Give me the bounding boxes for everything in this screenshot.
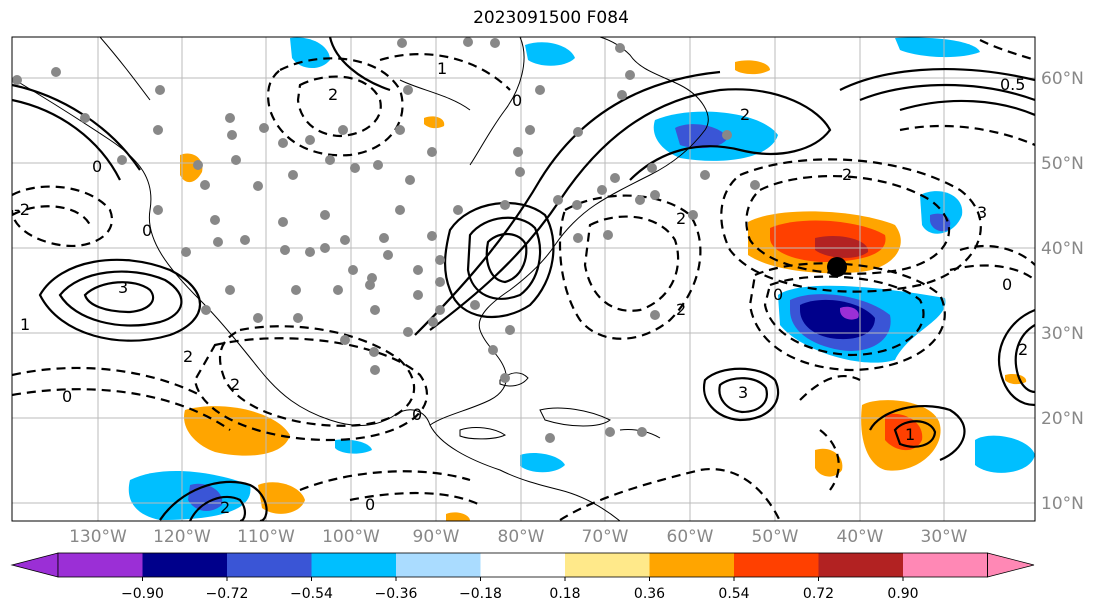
colorbar-segment	[142, 553, 227, 577]
contour-label-0f: 0	[1002, 275, 1012, 294]
colorbar-tick-label: 0.72	[803, 586, 834, 602]
contour-label-2d: 2	[676, 300, 686, 319]
colorbar-tick-label: −0.18	[459, 586, 502, 602]
contour-label-0c: 0	[365, 495, 375, 514]
colorbar-extend-low	[10, 552, 59, 578]
colorbar-tick-label: −0.90	[121, 586, 164, 602]
contour-label-0d: 0	[412, 405, 422, 424]
contour-label-2e: 2	[842, 165, 852, 184]
colorbar-tick-label: −0.54	[290, 586, 333, 602]
lat-label: 30°N	[1041, 324, 1084, 344]
contour-label-3: 3	[118, 278, 128, 297]
lat-label: 20°N	[1041, 409, 1084, 429]
colorbar-segment	[649, 553, 734, 577]
lon-label: 100°W	[322, 527, 380, 547]
map-frame	[11, 36, 1036, 522]
contour-label-3c: 3	[977, 203, 987, 222]
colorbar-tick-label: 0.18	[549, 586, 580, 602]
lon-label: 70°W	[582, 527, 629, 547]
lon-label: 50°W	[752, 527, 799, 547]
contour-label-0e: 0	[773, 285, 783, 304]
colorbar-segment	[480, 553, 565, 577]
contour-label-2i: 2	[220, 498, 230, 517]
contour-label-0b: 0	[92, 157, 102, 176]
lat-label: 40°N	[1041, 239, 1084, 259]
contour-label-0: 0	[142, 221, 152, 240]
contour-label-1c: 1	[905, 425, 915, 444]
contour-label-3b: 3	[738, 383, 748, 402]
lat-label: 50°N	[1041, 154, 1084, 174]
colorbar-extend-high	[987, 552, 1035, 578]
graticule	[12, 37, 1035, 521]
colorbar-tick-label: 0.36	[634, 586, 665, 602]
contour-label-n2: -2	[14, 200, 30, 219]
lon-label: 120°W	[153, 527, 211, 547]
contour-label-2f: 2	[1018, 340, 1028, 359]
contour-label-1: 1	[20, 315, 30, 334]
colorbar-segment	[565, 553, 650, 577]
contour-label-0h: 0	[512, 91, 522, 110]
colorbar-tick-label: 0.54	[718, 586, 749, 602]
map-title: 2023091500 F084	[473, 8, 629, 28]
map-content: 3 1 1 0 0 3 1 0 0 2 2 2 2 0 3 2 0.5 2 0 …	[12, 37, 1035, 521]
colorbar-tick-label: −0.72	[206, 586, 249, 602]
contour-label-0g: 0	[62, 387, 72, 406]
lon-label: 110°W	[237, 527, 295, 547]
colorbar-segment	[734, 553, 819, 577]
dashed-contours	[12, 39, 1035, 521]
lon-label: 90°W	[413, 527, 460, 547]
colorbar: −0.90 −0.72 −0.54 −0.36 −0.18 0.18 0.36 …	[10, 552, 1035, 602]
contour-label-2: 2	[230, 375, 240, 394]
lon-label: 130°W	[69, 527, 127, 547]
contour-label-2c: 2	[676, 209, 686, 228]
storm-center-dot	[827, 257, 847, 277]
colorbar-tick-label: 0.90	[887, 586, 918, 602]
contour-label-5: 0.5	[1000, 75, 1025, 94]
contour-label-2h: 2	[740, 105, 750, 124]
lat-label: 10°N	[1041, 494, 1084, 514]
contour-label-1b: 1	[437, 59, 447, 78]
colorbar-segment	[58, 553, 143, 577]
contour-labels: 3 1 1 0 0 3 1 0 0 2 2 2 2 0 3 2 0.5 2 0 …	[14, 59, 1028, 517]
station-dots	[12, 37, 760, 443]
colorbar-segment	[311, 553, 396, 577]
colorbar-segment	[227, 553, 312, 577]
solid-contours	[12, 37, 1035, 521]
latitude-labels: 60°N 50°N 40°N 30°N 20°N 10°N	[1041, 69, 1084, 514]
lon-label: 30°W	[921, 527, 968, 547]
colorbar-segment	[396, 553, 481, 577]
contour-label-2g: 2	[328, 85, 338, 104]
longitude-labels: 130°W 120°W 110°W 100°W 90°W 80°W 70°W 6…	[69, 527, 968, 547]
lon-label: 40°W	[837, 527, 884, 547]
lat-label: 60°N	[1041, 69, 1084, 89]
colorbar-segment	[818, 553, 903, 577]
colorbar-tick-label: −0.36	[375, 586, 418, 602]
lon-label: 60°W	[667, 527, 714, 547]
lon-label: 80°W	[498, 527, 545, 547]
colorbar-segment	[903, 553, 988, 577]
contour-label-2b: 2	[183, 347, 193, 366]
